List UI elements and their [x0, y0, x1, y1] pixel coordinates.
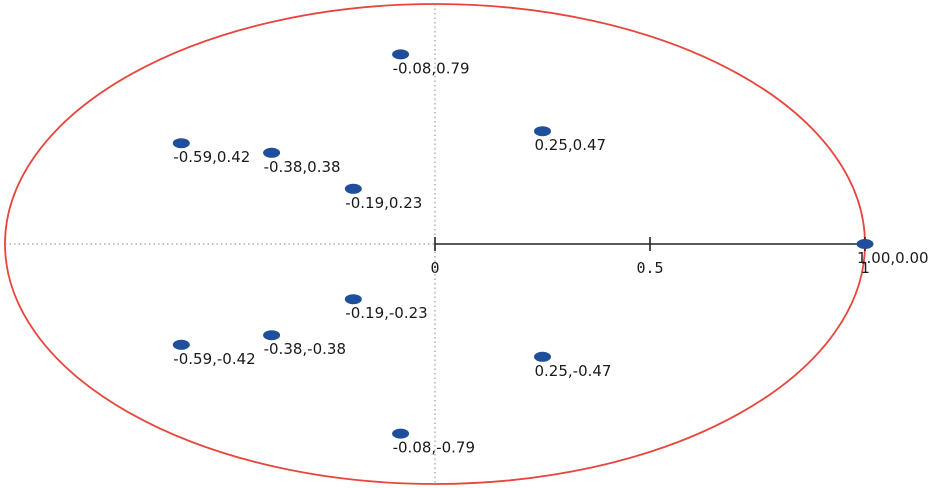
data-point-label: 1.00,0.00: [857, 249, 929, 267]
data-point-label: -0.19,0.23: [345, 194, 422, 212]
x-tick-label: 0.5: [636, 259, 663, 277]
data-point: [172, 138, 190, 149]
data-point: [344, 294, 362, 305]
data-point-label: -0.38,0.38: [264, 158, 341, 176]
data-point-label: -0.19,-0.23: [345, 304, 427, 322]
data-point: [534, 126, 551, 137]
data-point-label: 0.25,-0.47: [535, 362, 612, 380]
data-point: [856, 239, 874, 249]
data-point-label: -0.59,0.42: [173, 148, 250, 166]
data-point-label: -0.08,-0.79: [393, 439, 475, 457]
data-point: [392, 49, 410, 60]
data-point: [263, 147, 281, 158]
data-point: [344, 183, 362, 194]
data-point-label: -0.59,-0.42: [173, 350, 255, 368]
data-point: [172, 339, 190, 350]
data-point-label: 0.25,0.47: [535, 136, 607, 154]
data-point: [534, 351, 551, 362]
x-tick-label: 1: [860, 259, 869, 277]
x-tick-label: 0: [430, 259, 439, 277]
data-point: [392, 428, 410, 439]
data-point-label: -0.08,0.79: [393, 59, 470, 77]
data-point: [263, 330, 281, 341]
data-point-label: -0.38,-0.38: [264, 340, 346, 358]
